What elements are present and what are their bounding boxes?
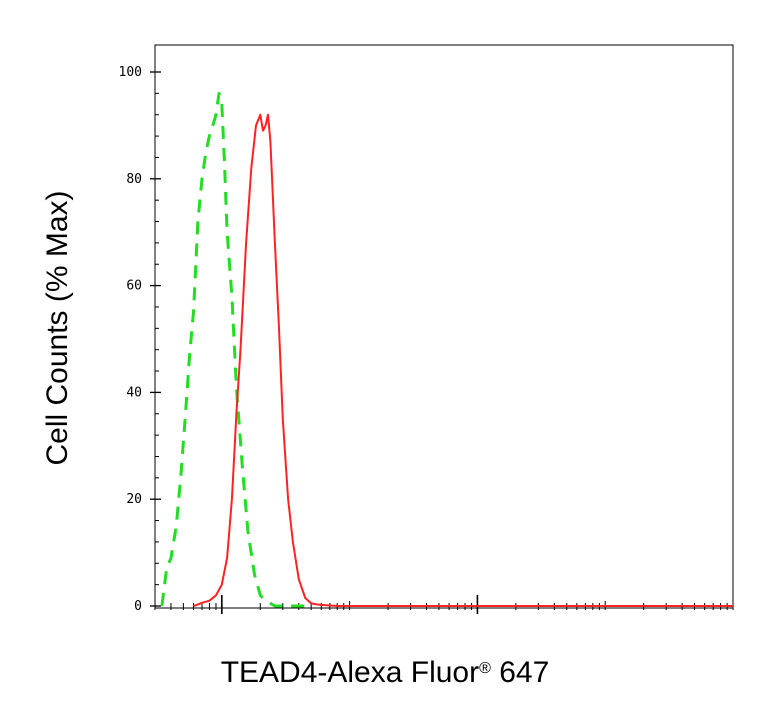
y-tick-label: 60 — [126, 279, 142, 294]
series-layer — [160, 91, 733, 608]
y-axis-ticks: 0 20 40 60 80 100 — [119, 65, 161, 614]
x-axis-title-main: TEAD4-Alexa Fluor — [221, 656, 479, 689]
x-axis-title-mark: ® — [479, 660, 491, 677]
y-tick-label: 40 — [126, 385, 142, 400]
y-tick-label: 0 — [134, 599, 142, 614]
y-tick-label: 80 — [126, 172, 142, 187]
x-axis-title: TEAD4-Alexa Fluor® 647 — [221, 656, 550, 689]
x-axis-ticks — [154, 595, 734, 614]
plot-frame — [154, 44, 734, 609]
y-tick-label: 20 — [126, 492, 142, 507]
y-axis-title: Cell Counts (% Max) — [41, 190, 74, 465]
x-axis-title-suffix: 647 — [491, 656, 549, 689]
control-histogram-line — [160, 91, 312, 608]
sample-histogram-line — [193, 113, 733, 607]
y-tick-label: 100 — [119, 65, 142, 80]
